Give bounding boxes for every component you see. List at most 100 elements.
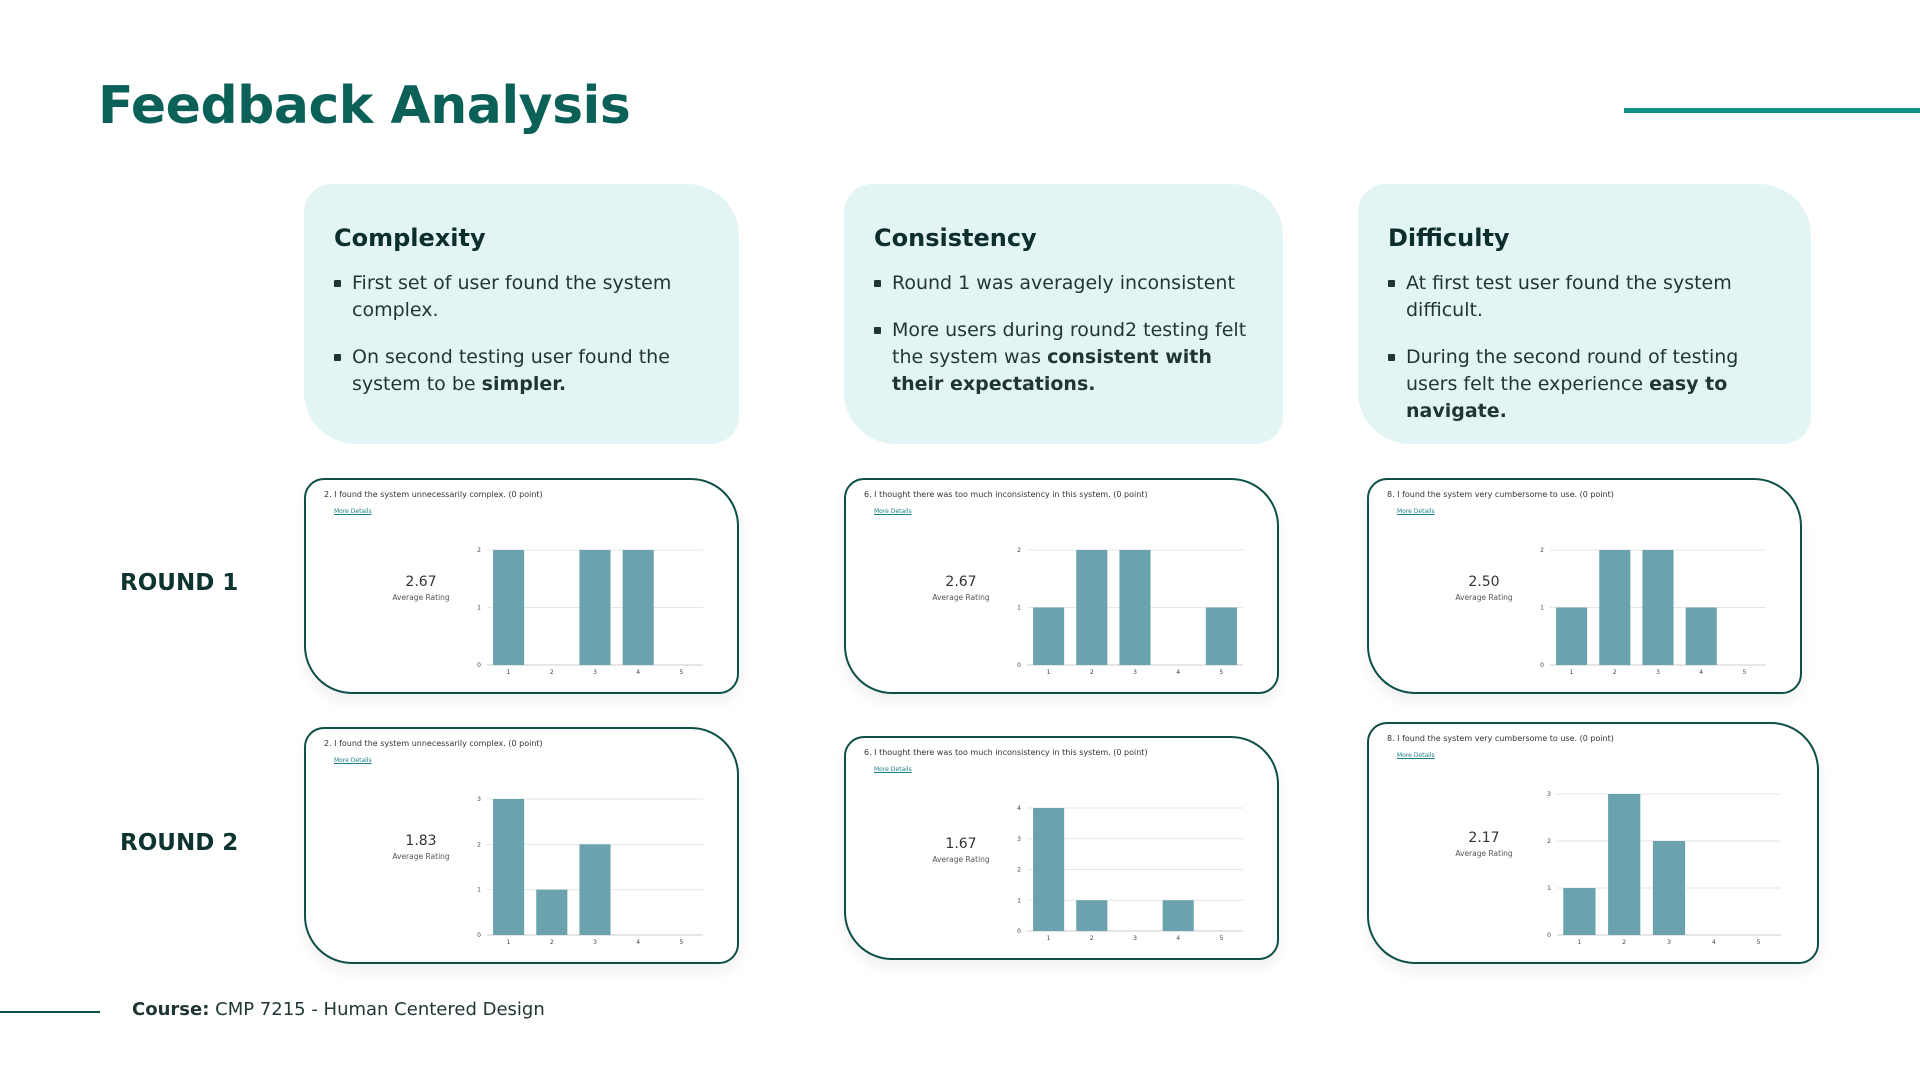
bar-chart: 0 1 2 1 2 3 4 5	[1017, 547, 1243, 676]
x-tick-label: 3	[593, 669, 597, 676]
more-details-link[interactable]: More Details	[1397, 752, 1435, 759]
bar	[1205, 607, 1237, 665]
average-rating-label: Average Rating	[1455, 593, 1513, 602]
insight-bullets: At first test user found the system diff…	[1388, 270, 1781, 425]
y-tick-label: 0	[477, 932, 481, 939]
average-rating-value: 2.67	[945, 574, 977, 590]
y-tick-label: 1	[1540, 605, 1544, 612]
bar	[1033, 808, 1065, 931]
y-tick-label: 1	[1017, 605, 1021, 612]
page-title: Feedback Analysis	[98, 76, 631, 136]
y-tick-label: 4	[1017, 805, 1021, 812]
x-tick-label: 4	[1176, 669, 1180, 676]
x-tick-label: 1	[1047, 935, 1051, 942]
average-rating-value: 1.83	[405, 833, 437, 849]
average-rating-label: Average Rating	[932, 855, 990, 864]
bar	[579, 550, 611, 665]
bar	[1599, 550, 1631, 665]
y-tick-label: 1	[477, 605, 481, 612]
average-rating-label: Average Rating	[1455, 849, 1513, 858]
footer: Course: CMP 7215 - Human Centered Design	[132, 999, 545, 1020]
x-tick-label: 2	[1613, 669, 1617, 676]
footer-rule	[0, 1011, 100, 1013]
average-rating-label: Average Rating	[932, 593, 990, 602]
more-details-link[interactable]: More Details	[874, 766, 912, 773]
y-tick-label: 3	[1547, 791, 1551, 798]
bar	[1119, 550, 1151, 665]
insight-bullet: Round 1 was averagely inconsistent	[874, 270, 1253, 297]
x-tick-label: 4	[1712, 939, 1716, 946]
y-tick-label: 2	[1540, 547, 1544, 554]
chart-question: 2. I found the system unnecessarily comp…	[324, 739, 543, 748]
x-tick-label: 2	[1090, 935, 1094, 942]
average-rating-value: 1.67	[945, 836, 977, 852]
chart-card-r2-complexity: 2. I found the system unnecessarily comp…	[304, 727, 739, 964]
round-2-label: ROUND 2	[120, 830, 239, 856]
bullet-text: On second testing user found the system …	[352, 346, 670, 395]
bar	[493, 799, 525, 935]
x-tick-label: 3	[1667, 939, 1671, 946]
chart-card-r1-complexity: 2. I found the system unnecessarily comp…	[304, 478, 739, 694]
x-tick-label: 5	[1757, 939, 1761, 946]
bullet-text: At first test user found the system diff…	[1406, 272, 1732, 321]
x-tick-label: 1	[1577, 939, 1581, 946]
x-tick-label: 2	[550, 669, 554, 676]
y-tick-label: 2	[477, 547, 481, 554]
chart-card-r1-consistency: 6. I thought there was too much inconsis…	[844, 478, 1279, 694]
average-rating-value: 2.67	[405, 574, 437, 590]
bullet-bold: simpler.	[481, 373, 567, 395]
chart-question: 8. I found the system very cumbersome to…	[1387, 490, 1614, 499]
insight-bullet: At first test user found the system diff…	[1388, 270, 1781, 324]
chart-card-r2-consistency: 6. I thought there was too much inconsis…	[844, 736, 1279, 960]
x-tick-label: 1	[1047, 669, 1051, 676]
bullet-text: During the second round of testing users…	[1406, 346, 1739, 395]
y-tick-label: 1	[1547, 885, 1551, 892]
x-tick-label: 1	[1570, 669, 1574, 676]
y-tick-label: 1	[1017, 897, 1021, 904]
insight-card-complexity: Complexity First set of user found the s…	[304, 184, 739, 444]
bar-chart: 0 1 2 1 2 3 4 5	[477, 547, 703, 676]
y-tick-label: 2	[1547, 838, 1551, 845]
y-tick-label: 2	[1017, 867, 1021, 874]
bullet-text: More users during round2 testing felt th…	[892, 319, 1247, 368]
x-tick-label: 4	[1176, 935, 1180, 942]
footer-label: Course:	[132, 999, 210, 1020]
bar	[622, 550, 654, 665]
bar-chart: 0 1 2 3 1 2 3 4 5	[477, 796, 703, 946]
more-details-link[interactable]: More Details	[334, 757, 372, 764]
bar	[579, 844, 611, 935]
insight-bullet: More users during round2 testing felt th…	[874, 317, 1253, 398]
y-tick-label: 2	[477, 841, 481, 848]
y-tick-label: 0	[477, 662, 481, 669]
insight-card-consistency: Consistency Round 1 was averagely incons…	[844, 184, 1283, 444]
chart-question: 6. I thought there was too much inconsis…	[864, 748, 1148, 757]
insight-bullet: First set of user found the system compl…	[334, 270, 709, 324]
x-tick-label: 3	[593, 939, 597, 946]
insight-bullets: Round 1 was averagely inconsistent More …	[874, 270, 1253, 398]
x-tick-label: 3	[1656, 669, 1660, 676]
average-rating-value: 2.17	[1468, 830, 1500, 846]
more-details-link[interactable]: More Details	[874, 508, 912, 515]
bar-chart: 0 1 2 3 4 1 2 3 4 5	[1017, 805, 1243, 942]
footer-course: CMP 7215 - Human Centered Design	[215, 999, 545, 1020]
insight-heading: Complexity	[334, 224, 486, 252]
bar	[1685, 607, 1717, 665]
y-tick-label: 1	[477, 887, 481, 894]
bar	[1556, 607, 1588, 665]
insight-heading: Consistency	[874, 224, 1037, 252]
x-tick-label: 5	[679, 939, 683, 946]
more-details-link[interactable]: More Details	[1397, 508, 1435, 515]
bar	[1652, 841, 1686, 935]
x-tick-label: 4	[636, 939, 640, 946]
insight-heading: Difficulty	[1388, 224, 1510, 252]
more-details-link[interactable]: More Details	[334, 508, 372, 515]
bullet-text: Round 1 was averagely inconsistent	[892, 272, 1235, 294]
insight-bullets: First set of user found the system compl…	[334, 270, 709, 398]
x-tick-label: 3	[1133, 669, 1137, 676]
bar-chart: 0 1 2 3 1 2 3 4 5	[1547, 791, 1781, 946]
bar	[1162, 900, 1194, 931]
x-tick-label: 5	[1219, 935, 1223, 942]
insight-bullet: During the second round of testing users…	[1388, 344, 1781, 425]
y-tick-label: 3	[1017, 836, 1021, 843]
bar	[1563, 888, 1596, 935]
